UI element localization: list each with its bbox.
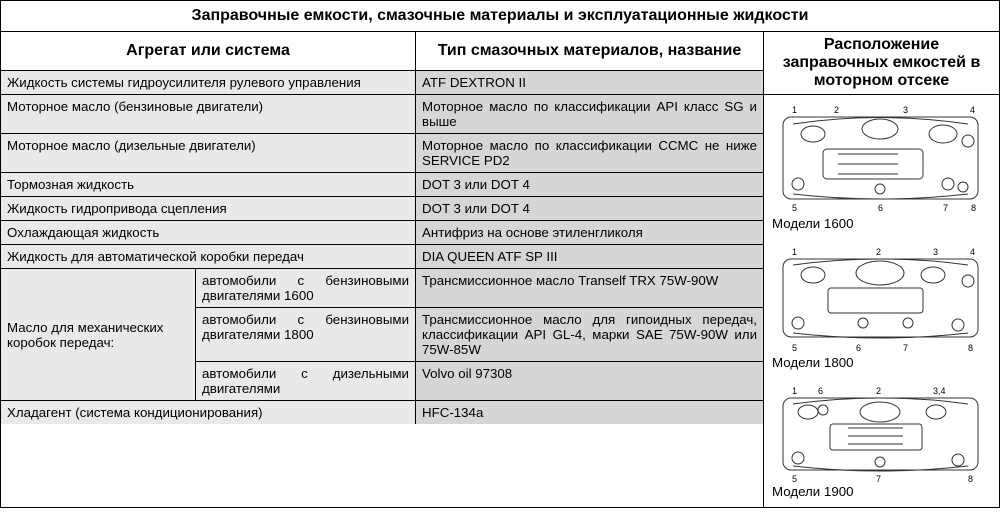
- left-column: Агрегат или система Тип смазочных матери…: [1, 32, 764, 507]
- cell-aggregate: Охлаждающая жидкость: [1, 221, 416, 244]
- cell-type: Антифриз на основе этиленгликоля: [416, 221, 763, 244]
- table-row: автомобили с дизельными двигателями Volv…: [196, 362, 763, 400]
- svg-text:6: 6: [856, 343, 861, 353]
- cell-type: DOT 3 или DOT 4: [416, 173, 763, 196]
- svg-text:3: 3: [903, 105, 908, 115]
- cell-type: HFC-134a: [416, 401, 763, 424]
- svg-text:2: 2: [834, 105, 839, 115]
- engine-bay-diagram-icon: 1 6 2 3,4 5 7 8: [768, 382, 993, 482]
- svg-text:3: 3: [933, 247, 938, 257]
- diagram-label: Модели 1800: [768, 353, 995, 374]
- header-type: Тип смазочных материалов, название: [416, 32, 763, 71]
- cell-sub-aggregate: автомобили с дизельными двигателями: [196, 362, 416, 400]
- svg-text:8: 8: [968, 343, 973, 353]
- diagram-1600: 1 2 3 4 5 6 7 8 Модели 1600: [764, 95, 999, 239]
- cell-type: DIA QUEEN ATF SP III: [416, 245, 763, 268]
- table-row: Жидкость гидропривода сцепления DOT 3 ил…: [1, 197, 763, 221]
- cell-type: Моторное масло по классификации CCMC не …: [416, 134, 763, 172]
- table-row: Моторное масло (дизельные двигатели) Мот…: [1, 134, 763, 173]
- svg-text:5: 5: [792, 203, 797, 213]
- cell-type: Volvo oil 97308: [416, 362, 763, 400]
- cell-sub-aggregate: автомобили с бензиновыми двигателями 180…: [196, 308, 416, 361]
- svg-text:2: 2: [876, 386, 881, 396]
- svg-text:2: 2: [876, 247, 881, 257]
- merged-label: Масло для механических коробок передач:: [1, 269, 196, 400]
- table-row: Моторное масло (бензиновые двигатели) Мо…: [1, 95, 763, 134]
- svg-text:7: 7: [943, 203, 948, 213]
- cell-aggregate: Жидкость гидропривода сцепления: [1, 197, 416, 220]
- cell-type: DOT 3 или DOT 4: [416, 197, 763, 220]
- svg-text:8: 8: [971, 203, 976, 213]
- table-body: Агрегат или система Тип смазочных матери…: [1, 32, 999, 507]
- cell-type: ATF DEXTRON II: [416, 71, 763, 94]
- table-row: автомобили с бензиновыми двигателями 160…: [196, 269, 763, 308]
- cell-type: Трансмиссионное масло Tranself TRX 75W-9…: [416, 269, 763, 307]
- table-row: Тормозная жидкость DOT 3 или DOT 4: [1, 173, 763, 197]
- cell-type: Моторное масло по классификации API клас…: [416, 95, 763, 133]
- merged-section: Масло для механических коробок передач: …: [1, 269, 763, 401]
- engine-bay-diagram-icon: 1 2 3 4 5 6 7 8: [768, 99, 993, 214]
- merged-subrows: автомобили с бензиновыми двигателями 160…: [196, 269, 763, 400]
- svg-text:7: 7: [903, 343, 908, 353]
- svg-text:1: 1: [792, 105, 797, 115]
- cell-type: Трансмиссионное масло для гипоидных пере…: [416, 308, 763, 361]
- right-column: Расположение заправочных емкостей в мото…: [764, 32, 999, 507]
- table-row: Хладагент (система кондиционирования) HF…: [1, 401, 763, 424]
- spec-table-container: Заправочные емкости, смазочные материалы…: [0, 0, 1000, 508]
- svg-text:4: 4: [970, 247, 975, 257]
- cell-aggregate: Моторное масло (дизельные двигатели): [1, 134, 416, 172]
- diagram-label: Модели 1600: [768, 214, 995, 235]
- diagram-label: Модели 1900: [768, 482, 995, 503]
- cell-aggregate: Тормозная жидкость: [1, 173, 416, 196]
- svg-text:1: 1: [792, 386, 797, 396]
- cell-aggregate: Хладагент (система кондиционирования): [1, 401, 416, 424]
- svg-text:8: 8: [968, 474, 973, 482]
- cell-aggregate: Жидкость для автоматической коробки пере…: [1, 245, 416, 268]
- header-aggregate: Агрегат или система: [1, 32, 416, 71]
- cell-aggregate: Жидкость системы гидроусилителя рулевого…: [1, 71, 416, 94]
- svg-text:3,4: 3,4: [933, 386, 946, 396]
- svg-text:7: 7: [876, 474, 881, 482]
- header-location: Расположение заправочных емкостей в мото…: [764, 32, 999, 95]
- table-title: Заправочные емкости, смазочные материалы…: [1, 1, 999, 32]
- diagram-1800: 1 2 3 4 5 6 7 8 Модели 1800: [764, 239, 999, 378]
- svg-text:5: 5: [792, 474, 797, 482]
- svg-text:6: 6: [818, 386, 823, 396]
- svg-text:6: 6: [878, 203, 883, 213]
- diagram-1900: 1 6 2 3,4 5 7 8 Модели 1900: [764, 378, 999, 507]
- header-row: Агрегат или система Тип смазочных матери…: [1, 32, 763, 71]
- engine-bay-diagram-icon: 1 2 3 4 5 6 7 8: [768, 243, 993, 353]
- table-row: автомобили с бензиновыми двигателями 180…: [196, 308, 763, 362]
- table-row: Охлаждающая жидкость Антифриз на основе …: [1, 221, 763, 245]
- cell-aggregate: Моторное масло (бензиновые двигатели): [1, 95, 416, 133]
- table-row: Жидкость для автоматической коробки пере…: [1, 245, 763, 269]
- table-row: Жидкость системы гидроусилителя рулевого…: [1, 71, 763, 95]
- cell-sub-aggregate: автомобили с бензиновыми двигателями 160…: [196, 269, 416, 307]
- svg-text:1: 1: [792, 247, 797, 257]
- svg-text:5: 5: [792, 343, 797, 353]
- svg-text:4: 4: [970, 105, 975, 115]
